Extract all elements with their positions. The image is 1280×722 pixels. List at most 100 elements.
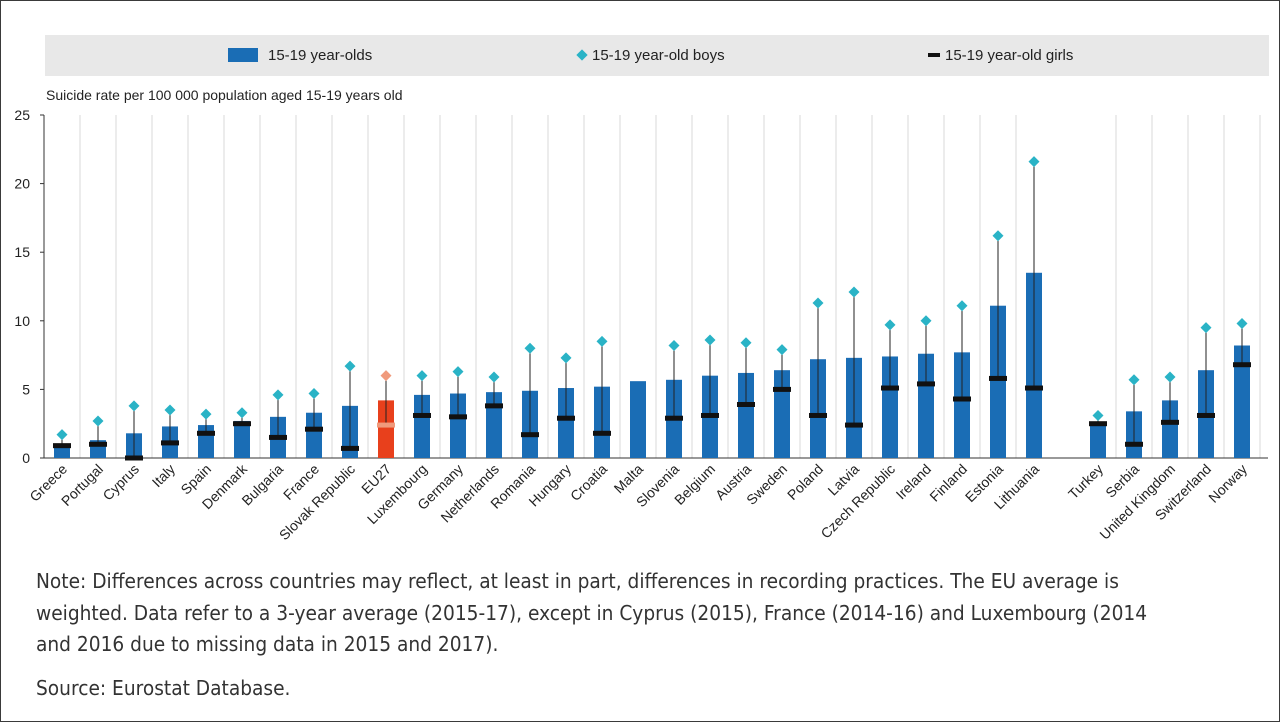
x-tick-label: Norway: [1205, 461, 1250, 506]
girls-marker: [197, 430, 215, 436]
bar: [450, 393, 466, 458]
boys-marker: [416, 370, 428, 382]
girls-marker: [1125, 441, 1143, 447]
boys-marker: [344, 360, 356, 372]
girls-marker: [53, 443, 71, 449]
girls-marker: [809, 412, 827, 418]
girls-marker: [665, 415, 683, 421]
girls-marker: [953, 396, 971, 402]
y-tick-label: 10: [14, 313, 30, 329]
girls-marker: [305, 426, 323, 432]
boys-marker: [920, 315, 932, 327]
boys-marker: [128, 400, 140, 412]
girls-marker: [773, 386, 791, 392]
boys-marker: [596, 335, 608, 347]
girls-marker: [917, 381, 935, 387]
y-tick-label: 5: [22, 381, 30, 397]
x-tick-label: Finland: [926, 461, 970, 505]
boys-marker: [272, 389, 284, 401]
bar: [378, 400, 394, 458]
boys-marker: [704, 334, 716, 346]
girls-marker: [1197, 412, 1215, 418]
x-tick-label: Italy: [149, 461, 178, 490]
boys-marker: [956, 300, 968, 312]
boys-marker: [56, 429, 68, 441]
boys-marker: [524, 342, 536, 354]
bar: [306, 412, 322, 458]
bar: [234, 420, 250, 458]
bar: [1234, 345, 1250, 458]
girls-marker: [233, 421, 251, 427]
bar: [738, 372, 754, 458]
legend-girls-marker: [928, 53, 940, 57]
bar: [414, 394, 430, 458]
boys-marker: [164, 404, 176, 416]
boys-marker: [488, 371, 500, 383]
girls-marker: [989, 375, 1007, 381]
legend-bar-swatch: [228, 48, 258, 62]
girls-marker: [161, 440, 179, 446]
girls-marker: [413, 412, 431, 418]
boys-marker: [380, 370, 392, 382]
boys-marker: [812, 297, 824, 309]
bar: [774, 370, 790, 458]
boys-marker: [776, 344, 788, 356]
boys-marker: [236, 407, 248, 419]
boys-marker: [1128, 374, 1140, 386]
x-tick-label: Croatia: [567, 461, 610, 504]
boys-marker: [308, 388, 320, 400]
girls-marker: [557, 415, 575, 421]
boys-marker: [452, 366, 464, 378]
girls-marker: [593, 430, 611, 436]
note-text: Note: Differences across countries may r…: [36, 569, 1148, 656]
boys-marker: [200, 408, 212, 420]
girls-marker: [269, 434, 287, 440]
bar: [630, 381, 646, 458]
x-tick-label: Turkey: [1065, 461, 1106, 502]
girls-marker: [521, 432, 539, 438]
girls-marker: [701, 412, 719, 418]
boys-marker: [740, 337, 752, 349]
girls-marker: [89, 441, 107, 447]
bar: [882, 356, 898, 458]
bar: [1090, 422, 1106, 458]
girls-marker: [125, 455, 143, 461]
bar: [954, 352, 970, 458]
legend-girls-label: 15-19 year-old girls: [945, 47, 1073, 64]
boys-marker: [92, 415, 104, 427]
girls-marker: [449, 414, 467, 420]
girls-marker: [881, 385, 899, 391]
bar: [54, 445, 70, 458]
boys-marker: [1092, 409, 1104, 421]
x-tick-label: Poland: [784, 461, 826, 503]
x-tick-label: Belgium: [671, 461, 718, 508]
source-text: Source: Eurostat Database.: [36, 675, 291, 700]
legend-bars-label: 15-19 year-olds: [268, 47, 372, 64]
boys-marker: [1164, 371, 1176, 383]
unit-label: Suicide rate per 100 000 population aged…: [46, 87, 402, 103]
y-tick-label: 0: [22, 450, 30, 466]
bar: [1162, 400, 1178, 458]
legend: 15-19 year-olds 15-19 year-old boys 15-1…: [228, 47, 1073, 64]
boys-marker: [1200, 322, 1212, 334]
boys-marker: [1028, 156, 1040, 168]
girls-marker: [1025, 385, 1043, 391]
boys-marker: [884, 319, 896, 331]
girls-marker: [341, 445, 359, 451]
girls-marker: [737, 401, 755, 407]
girls-marker: [377, 422, 395, 428]
bar: [558, 388, 574, 458]
y-tick-label: 15: [14, 244, 30, 260]
x-tick-label: Cyprus: [99, 461, 142, 504]
girls-marker: [1161, 419, 1179, 425]
boys-marker: [560, 352, 572, 364]
notes: Note: Differences across countries may r…: [36, 566, 1175, 704]
legend-boys-marker: [576, 49, 588, 61]
bar: [486, 392, 502, 458]
x-tick-label: Sweden: [743, 461, 790, 508]
boys-marker: [848, 286, 860, 298]
chart-svg: 15-19 year-olds 15-19 year-old boys 15-1…: [14, 35, 1269, 543]
legend-boys-label: 15-19 year-old boys: [592, 47, 725, 64]
girls-marker: [485, 403, 503, 409]
y-tick-label: 25: [14, 107, 30, 123]
